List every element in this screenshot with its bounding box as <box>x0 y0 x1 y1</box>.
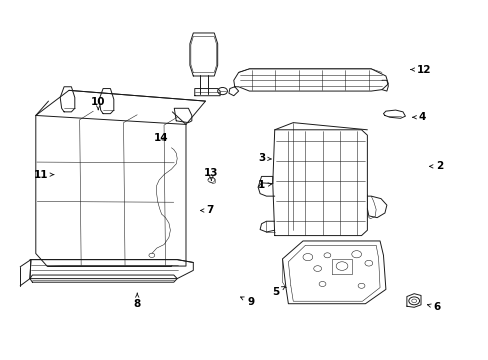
Text: 4: 4 <box>412 112 426 122</box>
Text: 6: 6 <box>427 302 440 312</box>
Text: 12: 12 <box>410 64 430 75</box>
Text: 14: 14 <box>154 133 168 143</box>
Text: 10: 10 <box>91 97 105 110</box>
Text: 9: 9 <box>240 297 254 307</box>
Text: 2: 2 <box>429 161 442 171</box>
Text: 7: 7 <box>200 206 214 216</box>
Text: 11: 11 <box>33 170 54 180</box>
Text: 1: 1 <box>257 180 271 190</box>
Text: 3: 3 <box>257 153 270 163</box>
Text: 5: 5 <box>271 287 285 297</box>
Text: 13: 13 <box>203 168 218 181</box>
Text: 8: 8 <box>133 293 141 309</box>
